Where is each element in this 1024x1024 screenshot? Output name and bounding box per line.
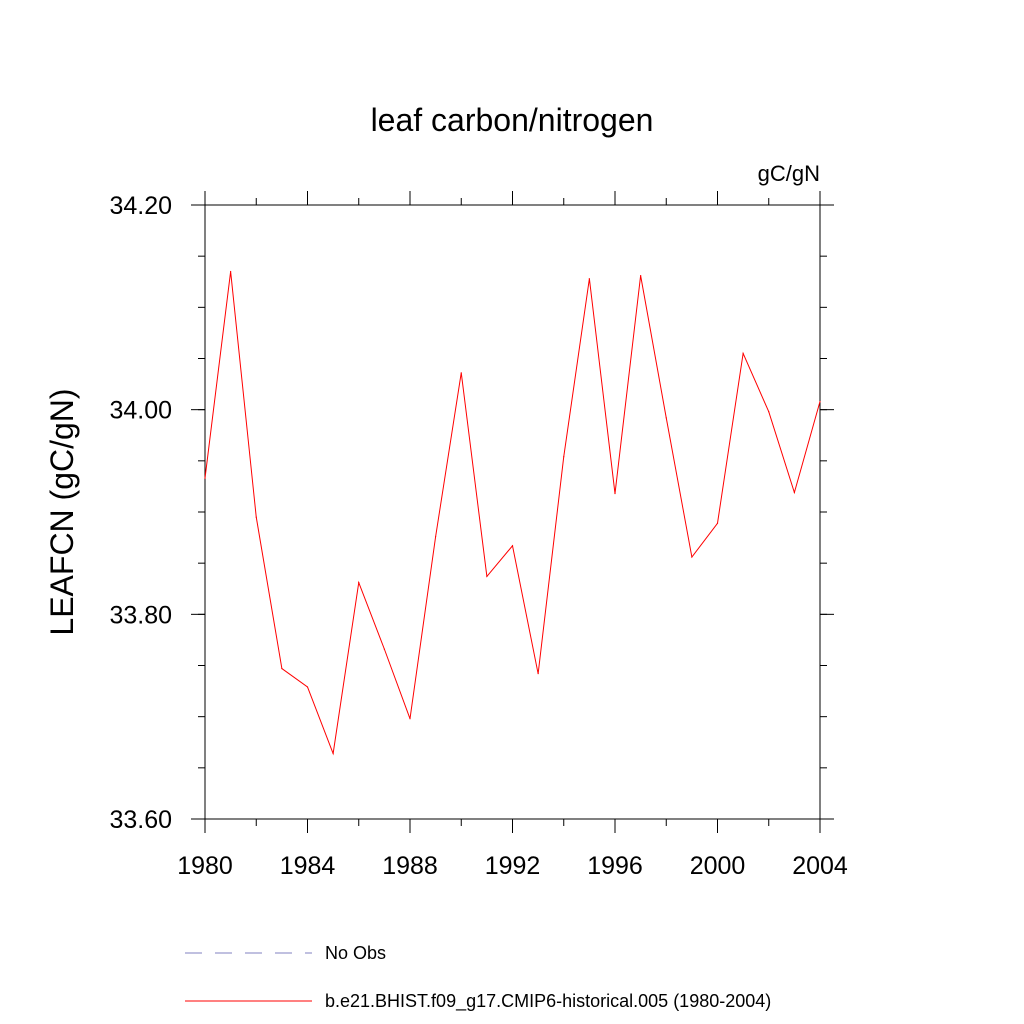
series-line bbox=[204, 271, 821, 756]
legend: No Obs b.e21.BHIST.f09_g17.CMIP6-histori… bbox=[185, 943, 771, 1012]
x-tick-label: 1996 bbox=[587, 852, 643, 880]
data-point bbox=[640, 275, 642, 277]
data-point bbox=[819, 400, 821, 403]
data-point bbox=[230, 270, 232, 273]
data-point bbox=[486, 575, 488, 578]
x-tick-label: 1980 bbox=[177, 852, 233, 880]
data-point bbox=[588, 278, 590, 280]
data-point bbox=[204, 477, 206, 479]
y-tick-label: 33.80 bbox=[109, 601, 172, 629]
x-tick-label: 1988 bbox=[382, 852, 438, 880]
plot-frame bbox=[204, 204, 821, 820]
y-tick-label: 33.60 bbox=[109, 806, 172, 834]
y-axis-label: LEAFCN (gC/gN) bbox=[44, 388, 80, 635]
data-point bbox=[255, 516, 257, 518]
x-tick-label: 2000 bbox=[690, 852, 746, 880]
x-tick-label: 1984 bbox=[280, 852, 336, 880]
axes: 33.60 33.80 34.00 34.20 1980 1984 1988 1992 1996… bbox=[109, 191, 848, 880]
y-tick-label: 34.20 bbox=[109, 192, 172, 220]
legend-label-historical: b.e21.BHIST.f09_g17.CMIP6-historical.005… bbox=[325, 991, 771, 1012]
data-point bbox=[691, 556, 693, 558]
data-point bbox=[306, 686, 309, 688]
data-point bbox=[332, 752, 334, 755]
data-point bbox=[742, 352, 744, 354]
data-point bbox=[768, 411, 770, 413]
data-point bbox=[793, 491, 795, 494]
chart-title: leaf carbon/nitrogen bbox=[371, 102, 654, 138]
data-point bbox=[358, 582, 360, 584]
data-point bbox=[409, 718, 411, 720]
data-point bbox=[511, 545, 514, 547]
data-point bbox=[383, 648, 385, 650]
data-point bbox=[460, 372, 462, 374]
data-point bbox=[614, 492, 616, 495]
data-point bbox=[716, 522, 719, 524]
series-group bbox=[204, 270, 821, 756]
data-point bbox=[563, 456, 565, 458]
x-tick-label: 1992 bbox=[485, 852, 541, 880]
data-point bbox=[537, 673, 539, 675]
data-point bbox=[665, 417, 667, 419]
units-label: gC/gN bbox=[758, 161, 820, 186]
data-point bbox=[435, 535, 437, 538]
legend-label-no-obs: No Obs bbox=[325, 943, 386, 963]
y-tick-label: 34.00 bbox=[109, 397, 172, 425]
x-tick-label: 2004 bbox=[792, 852, 848, 880]
data-point bbox=[281, 667, 283, 670]
